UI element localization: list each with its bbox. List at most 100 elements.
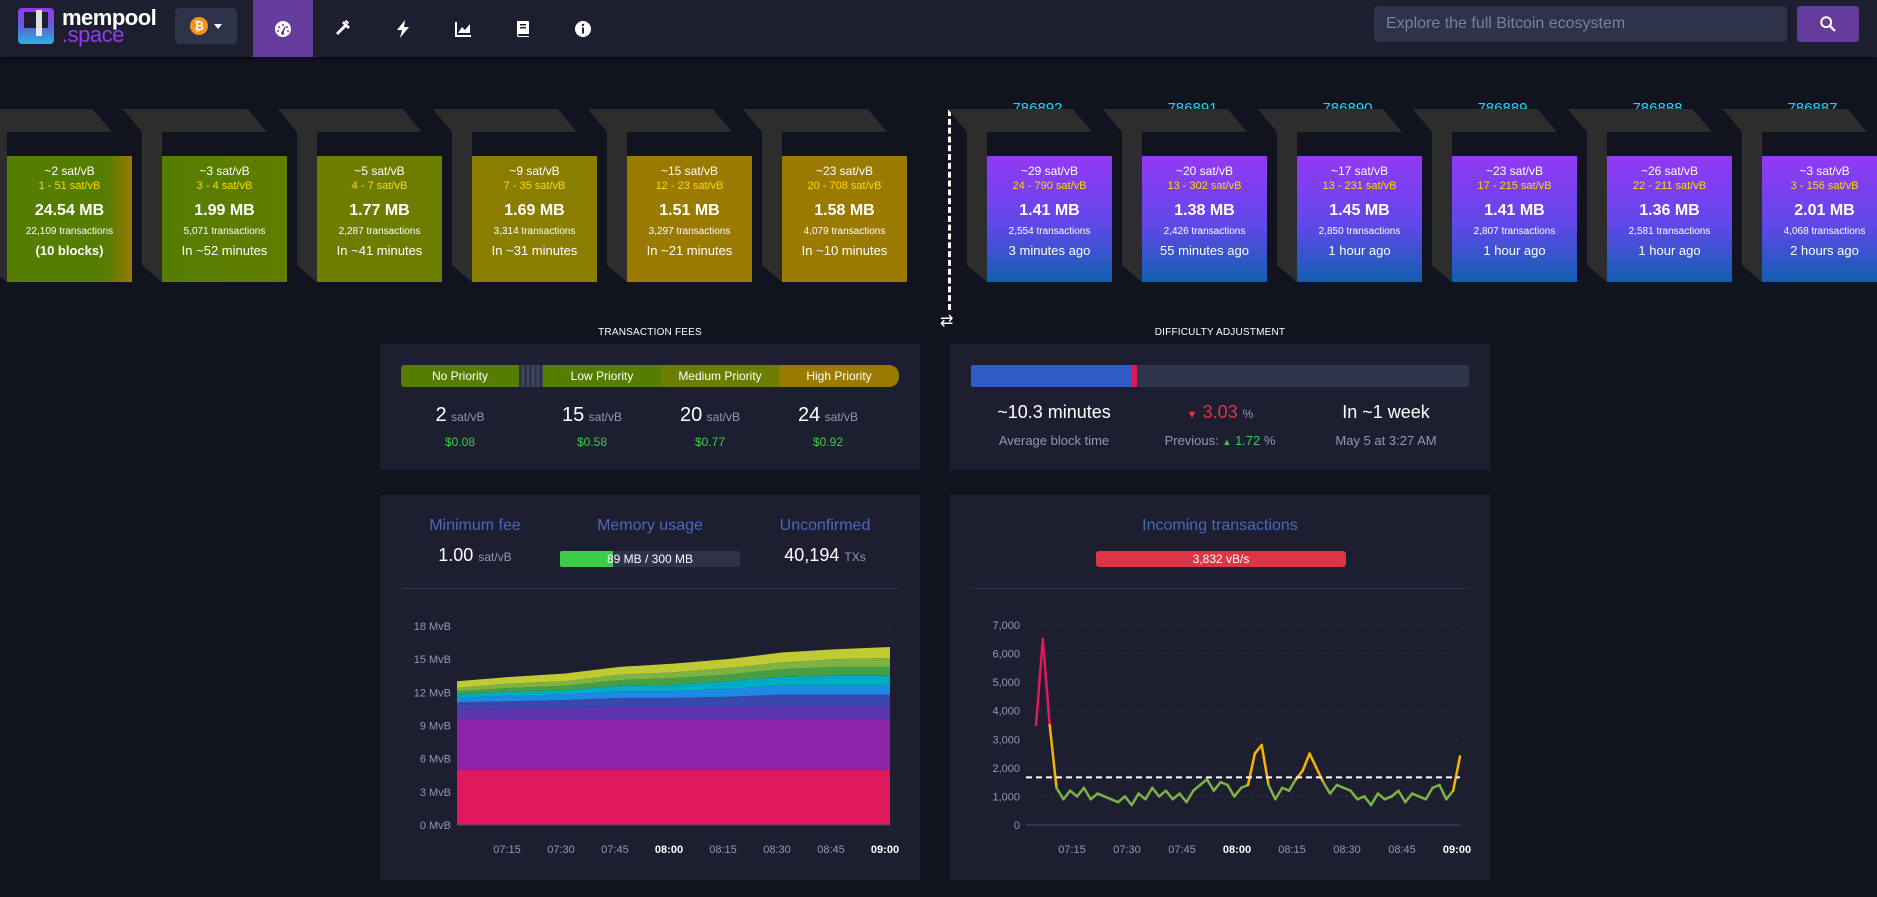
- x-tick-label: 08:30: [763, 844, 791, 856]
- unconfirmed-value: 40,194: [784, 545, 840, 565]
- block-fee-range: 4 - 7 sat/vB: [351, 180, 408, 192]
- difficulty-change-value: 3.03: [1202, 402, 1238, 422]
- graphs-icon: [455, 21, 471, 37]
- memory-usage-fill: [560, 551, 614, 567]
- block-tx-count: 4,079 transactions: [803, 226, 886, 237]
- nav-graphs[interactable]: [433, 0, 493, 57]
- avg-block-time: ~10.3 minutes Average block time: [974, 402, 1134, 448]
- logo-text-sub: .space: [62, 22, 124, 47]
- line-segment: [1226, 783, 1236, 798]
- line-segment: [1164, 789, 1175, 801]
- search-button[interactable]: [1797, 6, 1859, 42]
- docs-book-icon: [517, 20, 529, 37]
- nav-docs[interactable]: [493, 0, 553, 57]
- mempool-block[interactable]: ~23 sat/vB 20 - 708 sat/vB 1.58 MB 4,079…: [742, 109, 907, 282]
- bitcoin-icon: ₿: [190, 17, 208, 35]
- x-tick-label: 08:30: [1333, 844, 1361, 856]
- memory-usage-stat: Memory usage: [560, 517, 740, 535]
- blockchain-divider: [948, 110, 951, 310]
- next-retarget: In ~1 week May 5 at 3:27 AM: [1306, 402, 1466, 448]
- dashboard-icon: [275, 20, 291, 37]
- fee-unit: sat/vB: [451, 410, 485, 424]
- line-segment: [1438, 783, 1448, 801]
- line-segment: [1185, 789, 1195, 804]
- mempool-block[interactable]: ~3 sat/vB 3 - 4 sat/vB 1.99 MB 5,071 tra…: [122, 109, 287, 282]
- mining-hammer-icon: [336, 19, 350, 35]
- line-segment: [1082, 786, 1092, 801]
- mempool-block[interactable]: ~9 sat/vB 7 - 35 sat/vB 1.69 MB 3,314 tr…: [432, 109, 597, 282]
- nav-mining[interactable]: [313, 0, 373, 57]
- block-tx-count: 5,071 transactions: [183, 226, 266, 237]
- block-size: 1.69 MB: [504, 202, 565, 219]
- block-time: 1 hour ago: [1638, 243, 1701, 258]
- x-tick-label: 08:00: [655, 844, 683, 856]
- line-segment: [1376, 792, 1387, 801]
- incoming-tx-chart[interactable]: 0 1,000 2,000 3,000 4,000 5,000 6,000 7,000 07:1…: [950, 600, 1490, 870]
- line-segment: [1301, 752, 1311, 772]
- block-median-fee: ~20 sat/vB: [1175, 164, 1234, 178]
- minimum-fee-unit: sat/vB: [478, 550, 512, 564]
- minimum-fee-stat: Minimum fee 1.00 sat/vB: [385, 517, 565, 566]
- nav-dashboard[interactable]: [253, 0, 313, 57]
- mempool-logo[interactable]: mempool .space: [18, 7, 157, 47]
- block-size: 1.77 MB: [349, 202, 410, 219]
- y-tick-label: 6 MvB: [420, 754, 451, 766]
- line-segment: [1089, 792, 1099, 801]
- line-segment: [1424, 786, 1434, 801]
- down-triangle-icon: ▼: [1186, 409, 1198, 421]
- fee-unit: sat/vB: [706, 410, 741, 424]
- block-tx-count: 2,287 transactions: [338, 226, 421, 237]
- y-tick-label: 7,000: [992, 620, 1020, 632]
- search-input[interactable]: [1374, 6, 1787, 42]
- memory-usage-label: Memory usage: [597, 517, 703, 534]
- incoming-divider: [971, 588, 1469, 589]
- mempool-block[interactable]: ~5 sat/vB 4 - 7 sat/vB 1.77 MB 2,287 tra…: [277, 109, 442, 282]
- block-tx-count: 3,314 transactions: [493, 226, 576, 237]
- incoming-label: Incoming transactions: [1142, 517, 1298, 534]
- line-segment: [1137, 792, 1147, 801]
- block-eta: In ~21 minutes: [646, 243, 733, 258]
- mined-block[interactable]: ~3 sat/vB 3 - 156 sat/vB 2.01 MB 4,068 t…: [1722, 109, 1877, 282]
- memory-usage-value: 89 MB / 300 MB: [606, 552, 694, 566]
- block-size: 1.58 MB: [814, 202, 875, 219]
- line-segment: [1212, 780, 1222, 792]
- line-segment: [1328, 783, 1339, 795]
- line-segment: [1034, 638, 1045, 727]
- difficulty-current-marker: [1132, 365, 1138, 387]
- nav-about[interactable]: [553, 0, 613, 57]
- mempool-block[interactable]: ~2 sat/vB 1 - 51 sat/vB 24.54 MB 22,109 …: [0, 109, 132, 282]
- block-tx-count: 2,807 transactions: [1473, 226, 1556, 237]
- medium-priority-label: Medium Priority: [661, 365, 779, 387]
- block-eta: In ~41 minutes: [336, 243, 423, 258]
- difficulty-change-unit: %: [1242, 407, 1254, 421]
- line-segment: [1246, 752, 1257, 787]
- x-tick-label: 08:45: [1388, 844, 1416, 856]
- mined-block[interactable]: ~17 sat/vB 13 - 231 sat/vB 1.45 MB 2,850…: [1257, 109, 1422, 282]
- difficulty-title: DIFFICULTY ADJUSTMENT: [1154, 327, 1286, 338]
- mined-block[interactable]: ~20 sat/vB 13 - 302 sat/vB 1.38 MB 2,426…: [1102, 109, 1267, 282]
- fee-value: 24: [797, 404, 821, 426]
- line-segment: [1397, 789, 1407, 804]
- y-tick-label: 2,000: [992, 763, 1020, 775]
- logo-mark-icon: [18, 8, 54, 44]
- area-series: [457, 685, 890, 703]
- line-segment: [1062, 789, 1072, 801]
- mined-block[interactable]: ~23 sat/vB 17 - 215 sat/vB 1.41 MB 2,807…: [1412, 109, 1577, 282]
- mempool-block[interactable]: ~15 sat/vB 12 - 23 sat/vB 1.51 MB 3,297 …: [587, 109, 752, 282]
- x-tick-label: 08:15: [709, 844, 737, 856]
- swap-arrows-icon[interactable]: ⇄: [940, 313, 954, 330]
- line-segment: [1055, 786, 1065, 801]
- network-selector[interactable]: ₿: [175, 8, 237, 44]
- block-eta: In ~31 minutes: [491, 243, 578, 258]
- y-tick-label: 9 MvB: [420, 721, 451, 733]
- nav-lightning[interactable]: [373, 0, 433, 57]
- line-segment: [1205, 778, 1216, 792]
- mined-block[interactable]: ~26 sat/vB 22 - 211 sat/vB 1.36 MB 2,581…: [1567, 109, 1732, 282]
- mined-block[interactable]: ~29 sat/vB 24 - 790 sat/vB 1.41 MB 2,554…: [947, 109, 1112, 282]
- line-segment: [1287, 778, 1298, 792]
- area-series: [457, 694, 890, 709]
- mempool-size-chart[interactable]: 0 MvB 3 MvB 6 MvB 9 MvB 12 MvB 15 MvB 18 MvB 07…: [380, 600, 920, 870]
- line-segment: [1404, 792, 1414, 804]
- no-priority-label: No Priority: [401, 365, 519, 387]
- block-median-fee: ~5 sat/vB: [354, 164, 405, 178]
